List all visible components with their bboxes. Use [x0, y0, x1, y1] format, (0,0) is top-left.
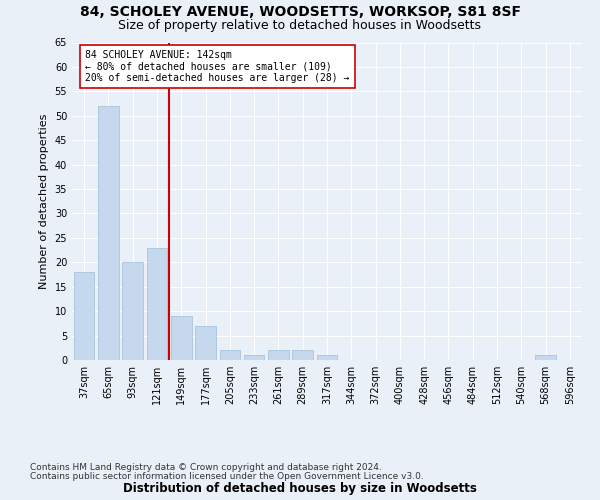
Bar: [244, 355, 265, 360]
Bar: [171, 316, 191, 360]
Text: Size of property relative to detached houses in Woodsetts: Size of property relative to detached ho…: [119, 19, 482, 32]
Y-axis label: Number of detached properties: Number of detached properties: [39, 114, 49, 289]
Text: 84, SCHOLEY AVENUE, WOODSETTS, WORKSOP, S81 8SF: 84, SCHOLEY AVENUE, WOODSETTS, WORKSOP, …: [79, 5, 521, 19]
Text: Contains public sector information licensed under the Open Government Licence v3: Contains public sector information licen…: [30, 472, 424, 481]
Bar: [122, 262, 143, 360]
Text: Contains HM Land Registry data © Crown copyright and database right 2024.: Contains HM Land Registry data © Crown c…: [30, 464, 382, 472]
Bar: [535, 355, 556, 360]
Text: Distribution of detached houses by size in Woodsetts: Distribution of detached houses by size …: [123, 482, 477, 495]
Bar: [98, 106, 119, 360]
Text: 84 SCHOLEY AVENUE: 142sqm
← 80% of detached houses are smaller (109)
20% of semi: 84 SCHOLEY AVENUE: 142sqm ← 80% of detac…: [85, 50, 350, 83]
Bar: [268, 350, 289, 360]
Bar: [74, 272, 94, 360]
Bar: [292, 350, 313, 360]
Bar: [146, 248, 167, 360]
Bar: [195, 326, 216, 360]
Bar: [220, 350, 240, 360]
Bar: [317, 355, 337, 360]
